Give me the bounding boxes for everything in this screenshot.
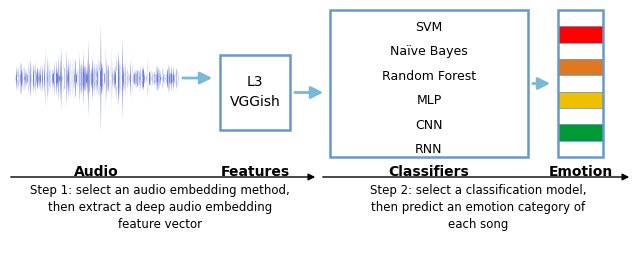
Bar (558, 10, 603, 26)
Text: Step 2: select a classification model,
then predict an emotion category of
each : Step 2: select a classification model, t… (370, 184, 586, 231)
Text: RNN: RNN (415, 143, 443, 156)
Bar (330, 10, 528, 157)
Bar (558, 124, 603, 141)
Bar (558, 26, 603, 43)
Text: MLP: MLP (417, 94, 442, 107)
Text: Features: Features (220, 165, 289, 179)
Bar (558, 59, 603, 75)
Text: Random Forest: Random Forest (382, 70, 476, 83)
Bar (558, 43, 603, 59)
Text: Naïve Bayes: Naïve Bayes (390, 45, 468, 58)
Bar (558, 10, 603, 157)
Text: Step 1: select an audio embedding method,
then extract a deep audio embedding
fe: Step 1: select an audio embedding method… (30, 184, 290, 231)
Text: Emotion: Emotion (548, 165, 612, 179)
Text: CNN: CNN (415, 119, 443, 132)
Text: Audio: Audio (74, 165, 119, 179)
Bar (558, 75, 603, 92)
Bar (558, 92, 603, 108)
Text: Classifiers: Classifiers (388, 165, 469, 179)
Bar (558, 108, 603, 124)
Text: VGGish: VGGish (230, 95, 280, 109)
Text: SVM: SVM (415, 21, 443, 34)
Text: L3: L3 (247, 76, 263, 90)
Bar (558, 141, 603, 157)
Bar (220, 55, 290, 130)
